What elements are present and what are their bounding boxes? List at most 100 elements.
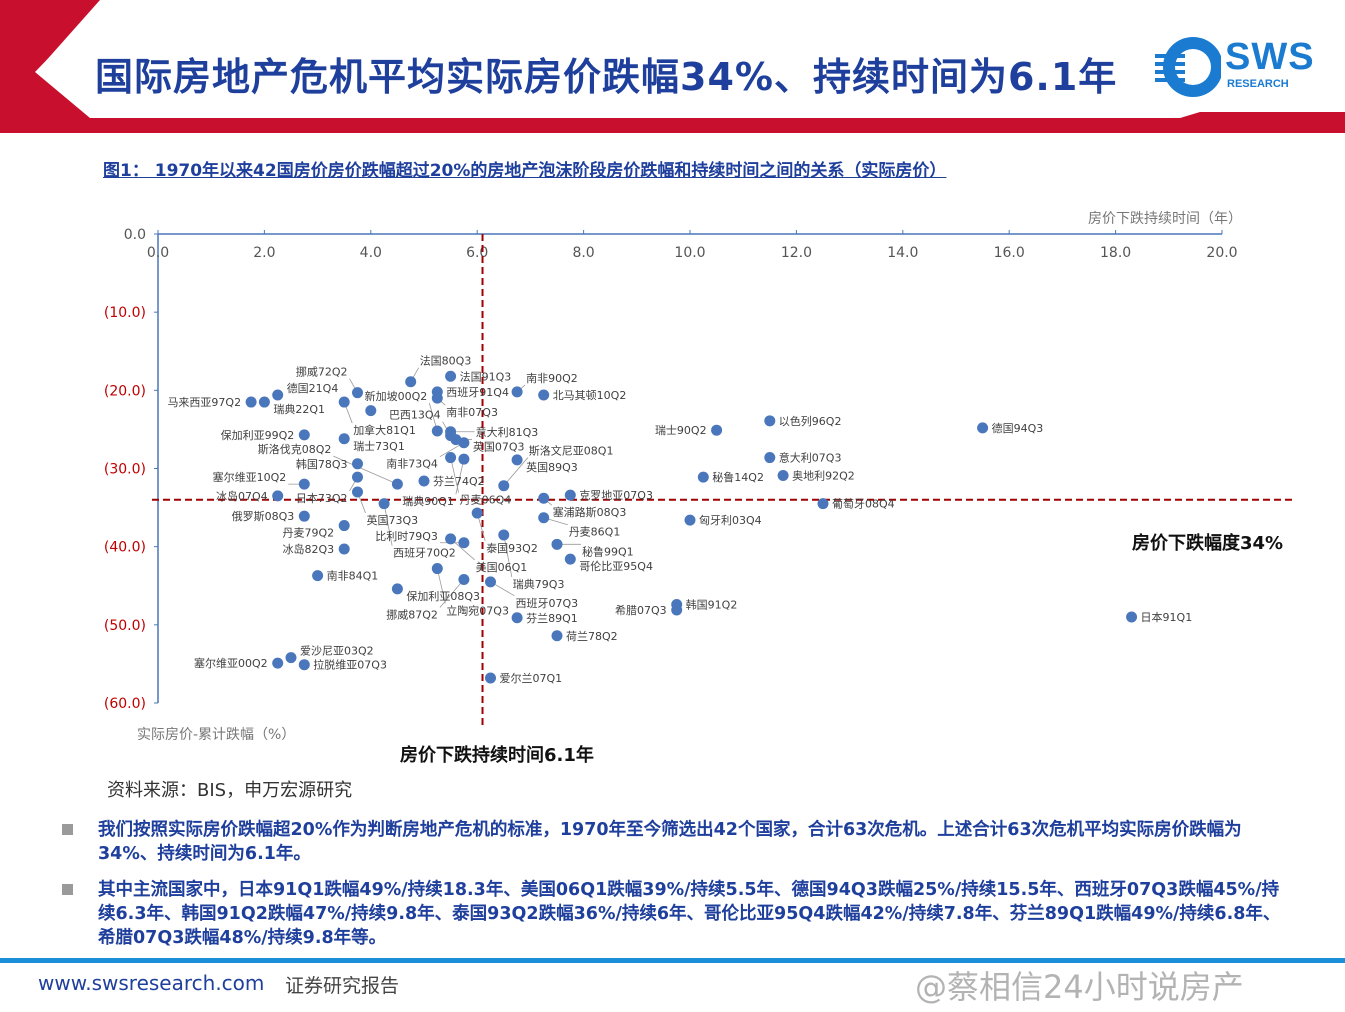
point-label: 荷兰78Q2 xyxy=(566,630,618,643)
data-point xyxy=(764,452,776,464)
point-label: 瑞典79Q3 xyxy=(513,577,565,591)
x-tick-label: 16.0 xyxy=(994,245,1025,261)
bullet-marker xyxy=(62,824,73,835)
scatter-chart: 0.0 2.0 4.0 6.0 8.0 10.0 12.0 14.0 16.0 18.0 20.0 0… xyxy=(104,227,1296,725)
bullet-marker xyxy=(62,884,73,895)
point-label: 韩国78Q3 xyxy=(296,457,348,471)
point-label: 爱尔兰07Q1 xyxy=(500,672,563,685)
data-point xyxy=(538,512,550,524)
sws-logo: SWS RESEARCH xyxy=(1155,34,1325,100)
y-reference-label: 房价下跌幅度34% xyxy=(1132,533,1284,554)
point-label: 美国06Q1 xyxy=(476,561,528,574)
logo-brand: SWS xyxy=(1225,36,1315,78)
point-label: 挪威72Q2 xyxy=(296,365,348,379)
data-point xyxy=(977,422,989,434)
point-label: 保加利亚99Q2 xyxy=(221,428,295,442)
data-point xyxy=(298,659,310,671)
point-label: 南非84Q1 xyxy=(327,570,379,583)
data-point xyxy=(391,478,403,490)
data-point xyxy=(418,475,430,487)
data-point xyxy=(551,630,563,642)
x-tick-label: 18.0 xyxy=(1100,245,1131,261)
logo-icon xyxy=(1155,37,1223,97)
point-label: 冰岛07Q4 xyxy=(216,489,268,503)
point-label: 秘鲁99Q1 xyxy=(582,544,634,558)
point-label: 日本91Q1 xyxy=(1141,610,1193,624)
label-leader-line xyxy=(333,455,398,485)
x-tick-label: 2.0 xyxy=(253,245,275,261)
point-label: 马来西亚97Q2 xyxy=(167,396,241,409)
data-point xyxy=(711,424,723,436)
x-tick-label: 20.0 xyxy=(1206,245,1237,261)
data-point xyxy=(391,583,403,595)
point-label: 英国73Q3 xyxy=(367,513,419,527)
data-point xyxy=(445,452,457,464)
data-point xyxy=(272,389,284,401)
data-point xyxy=(511,612,523,624)
source-note: 资料来源：BIS，申万宏源研究 xyxy=(107,780,353,801)
point-label: 丹麦06Q4 xyxy=(460,494,512,507)
x-tick-label: 14.0 xyxy=(887,245,918,261)
data-point xyxy=(538,389,550,401)
label-leader-line xyxy=(503,534,513,578)
point-label: 英国07Q3 xyxy=(473,440,525,454)
y-tick-label: (60.0) xyxy=(104,696,146,712)
figure-title: 图1： 1970年以来42国房价房价跌幅超过20%的房地产泡沫阶段房价跌幅和持续… xyxy=(103,161,947,181)
data-point xyxy=(551,538,563,550)
point-label: 巴西13Q4 xyxy=(389,409,441,422)
data-point xyxy=(378,498,390,510)
point-label: 爱沙尼亚03Q2 xyxy=(300,645,374,658)
data-point xyxy=(258,396,270,408)
point-label: 斯洛文尼亚08Q1 xyxy=(529,444,614,458)
y-axis-title: 实际房价-累计跌幅（%） xyxy=(137,727,296,743)
point-label: 瑞典22Q1 xyxy=(273,402,325,416)
data-point xyxy=(405,376,417,388)
label-leader-line xyxy=(436,568,446,604)
x-tick-label: 6.0 xyxy=(466,245,488,261)
point-label: 西班牙91Q4 xyxy=(446,386,509,399)
point-label: 西班牙07Q3 xyxy=(516,597,579,610)
header-decoration xyxy=(0,0,1345,133)
point-label: 保加利亚08Q3 xyxy=(406,589,480,603)
data-point xyxy=(564,553,576,565)
data-point xyxy=(338,520,350,532)
data-point xyxy=(431,563,443,575)
point-label: 芬兰89Q1 xyxy=(526,612,578,625)
point-label: 拉脱维亚07Q3 xyxy=(313,658,387,672)
data-point xyxy=(365,405,377,417)
y-tick-label: (10.0) xyxy=(104,305,146,321)
data-point xyxy=(352,387,363,399)
point-label: 俄罗斯08Q3 xyxy=(232,510,295,523)
y-tick-label: 0.0 xyxy=(124,227,146,243)
data-point xyxy=(298,429,310,441)
data-point xyxy=(458,437,470,449)
footer-report-type: 证券研究报告 xyxy=(285,975,400,997)
point-label: 北马其顿10Q2 xyxy=(553,388,627,402)
data-point xyxy=(498,480,510,492)
point-label: 葡萄牙08Q4 xyxy=(832,498,895,511)
x-reference-label: 房价下跌持续时间6.1年 xyxy=(400,745,594,766)
data-point xyxy=(445,533,457,545)
point-label: 希腊07Q3 xyxy=(615,603,667,617)
point-label: 哥伦比亚95Q4 xyxy=(579,559,653,573)
point-label: 匈牙利03Q4 xyxy=(699,513,762,527)
point-label: 瑞典90Q1 xyxy=(402,494,454,508)
x-axis-title: 房价下跌持续时间（年） xyxy=(1088,211,1242,227)
point-label: 西班牙70Q2 xyxy=(393,547,456,560)
x-tick-label: 8.0 xyxy=(572,245,594,261)
label-leader-line xyxy=(383,503,393,546)
y-tick-label: (40.0) xyxy=(104,540,146,556)
point-label: 南非73Q4 xyxy=(386,458,438,471)
y-tick-label: (50.0) xyxy=(104,618,146,634)
footer-url[interactable]: www.swsresearch.com xyxy=(38,971,265,995)
data-point xyxy=(298,478,310,490)
data-point xyxy=(458,537,470,549)
data-point xyxy=(431,392,443,404)
data-point xyxy=(245,396,257,408)
label-leader-line xyxy=(455,459,465,495)
data-point xyxy=(445,370,457,382)
point-label: 丹麦79Q2 xyxy=(283,527,335,540)
watermark: @蔡相信24小时说房产 xyxy=(915,968,1244,1006)
data-point xyxy=(338,433,350,445)
point-label: 塞尔维亚10Q2 xyxy=(213,470,287,484)
